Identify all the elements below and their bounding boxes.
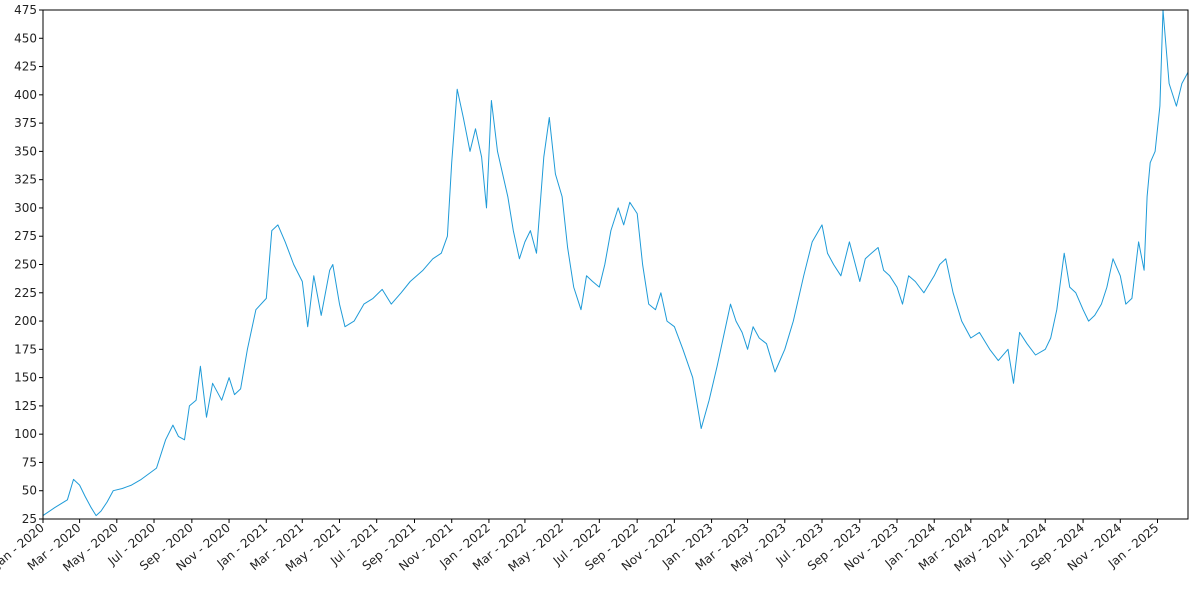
y-tick-label: 275 (14, 229, 37, 243)
y-tick-label: 300 (14, 201, 37, 215)
y-tick-label: 400 (14, 88, 37, 102)
y-tick-label: 350 (14, 144, 37, 158)
plot-area (42, 9, 1189, 517)
y-tick-label: 475 (14, 3, 37, 17)
y-tick-label: 100 (14, 427, 37, 441)
y-tick-label: 50 (22, 484, 37, 498)
y-tick-label: 375 (14, 116, 37, 130)
y-tick-label: 200 (14, 314, 37, 328)
y-tick-label: 75 (22, 455, 37, 469)
y-tick-label: 450 (14, 31, 37, 45)
y-axis: 25 50 75 100 125 150 175 200 225 250 275 300 325 350 3… (14, 3, 43, 526)
y-tick-label: 175 (14, 342, 37, 356)
y-tick-label: 325 (14, 173, 37, 187)
y-tick-label: 225 (14, 286, 37, 300)
y-tick-label: 25 (22, 512, 37, 526)
series-line (42, 9, 1189, 517)
y-tick-label: 425 (14, 60, 37, 74)
y-tick-label: 150 (14, 371, 37, 385)
axes-frame (42, 9, 1189, 520)
y-tick-label: 125 (14, 399, 37, 413)
y-tick-label: 250 (14, 258, 37, 272)
